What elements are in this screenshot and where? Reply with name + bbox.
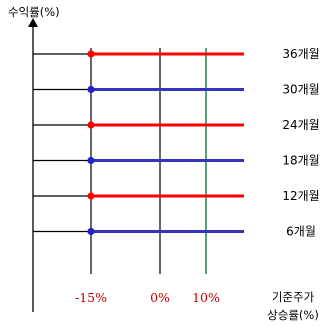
series-label-1: 36개월 bbox=[282, 47, 319, 61]
series-label-2: 30개월 bbox=[282, 83, 319, 97]
x-axis-title-line-1: 기준주가 bbox=[271, 290, 315, 304]
y-axis-arrow bbox=[28, 18, 38, 27]
series-label-4: 18개월 bbox=[282, 154, 319, 168]
series-point-3 bbox=[87, 121, 95, 129]
series-point-4 bbox=[87, 156, 95, 165]
series-point-6 bbox=[87, 227, 95, 236]
x-tick-label-2: 0% bbox=[150, 290, 170, 305]
x-axis-title: 기준주가 상승률(%) bbox=[262, 288, 324, 324]
series-label-3: 24개월 bbox=[282, 118, 319, 132]
x-tick-label-1: -15% bbox=[75, 290, 107, 305]
series-label-6: 6개월 bbox=[286, 225, 316, 239]
y-axis-title: 수익률(%) bbox=[8, 5, 60, 19]
series-point-2 bbox=[87, 85, 95, 94]
series-label-5: 12개월 bbox=[282, 189, 319, 203]
x-tick-label-3: 10% bbox=[192, 290, 220, 305]
series-point-1 bbox=[87, 50, 95, 58]
x-axis-title-line-2: 상승률(%) bbox=[267, 308, 319, 322]
series-point-5 bbox=[87, 192, 95, 200]
